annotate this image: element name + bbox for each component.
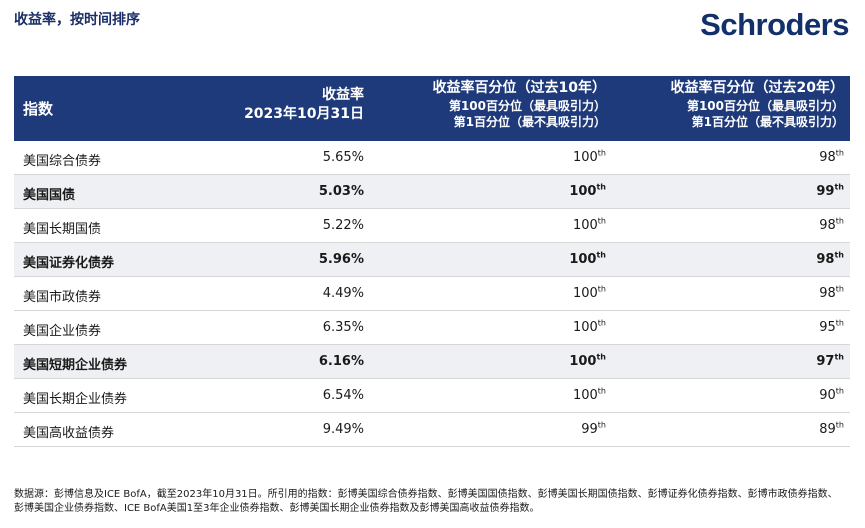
row-p10: 99th <box>581 420 606 437</box>
table-row: 美国长期企业债券 6.54% 100th 90th <box>14 379 850 413</box>
table-row: 美国市政债券 4.49% 100th 98th <box>14 277 850 311</box>
header-p20-title: 收益率百分位（过去20年） <box>670 80 844 96</box>
row-yield: 4.49% <box>322 286 364 301</box>
row-yield: 6.16% <box>318 354 364 369</box>
header-p10-title: 收益率百分位（过去10年） <box>432 80 606 96</box>
header-p20-sub2: 第1百分位（最不具吸引力） <box>691 115 844 129</box>
table-row: 美国综合债券 5.65% 100th 98th <box>14 141 850 175</box>
header-yield-date: 2023年10月31日 <box>244 106 364 122</box>
row-yield: 5.65% <box>322 150 364 165</box>
source-footnote: 数据源：彭博信息及ICE BofA，截至2023年10月31日。所引用的指数：彭… <box>14 489 838 514</box>
row-name: 美国长期企业债券 <box>23 392 128 407</box>
table-row: 美国企业债券 6.35% 100th 95th <box>14 311 850 345</box>
header-p10-sub1: 第100百分位（最具吸引力） <box>448 99 606 113</box>
table-row: 美国证券化债券 5.96% 100th 98th <box>14 243 850 277</box>
schroders-logo: Schroders <box>700 7 849 42</box>
row-yield: 6.54% <box>322 388 364 403</box>
row-yield: 6.35% <box>322 320 364 335</box>
header-p20-sub1: 第100百分位（最具吸引力） <box>686 99 844 113</box>
row-p10: 100th <box>572 284 606 301</box>
row-name: 美国市政债券 <box>23 290 102 305</box>
row-p20: 90th <box>819 386 844 403</box>
row-p10: 100th <box>569 352 606 369</box>
row-p20: 98th <box>819 148 844 165</box>
row-p10: 100th <box>572 318 606 335</box>
row-p10: 100th <box>569 182 606 199</box>
header-index: 指数 <box>23 100 54 118</box>
table-body: 美国综合债券 5.65% 100th 98th 美国国债 5.03% 100th… <box>14 141 850 447</box>
row-p20: 89th <box>819 420 844 437</box>
row-p10: 100th <box>572 216 606 233</box>
table-row: 美国国债 5.03% 100th 99th <box>14 175 850 209</box>
row-yield: 5.22% <box>322 218 364 233</box>
table-row: 美国长期国债 5.22% 100th 98th <box>14 209 850 243</box>
row-yield: 9.49% <box>322 422 364 437</box>
row-p20: 95th <box>819 318 844 335</box>
row-p20: 98th <box>816 250 844 267</box>
row-p10: 100th <box>572 148 606 165</box>
row-name: 美国长期国债 <box>23 222 102 237</box>
row-p10: 100th <box>572 386 606 403</box>
row-name: 美国企业债券 <box>23 324 102 339</box>
header-p10-sub2: 第1百分位（最不具吸引力） <box>453 115 606 129</box>
page-title: 收益率，按时间排序 <box>14 12 140 28</box>
row-name: 美国国债 <box>23 188 76 203</box>
row-name: 美国高收益债券 <box>23 426 115 441</box>
header-percentile-20y: 收益率百分位（过去20年） 第100百分位（最具吸引力） 第1百分位（最不具吸引… <box>671 80 844 130</box>
row-p10: 100th <box>569 250 606 267</box>
header-yield-title: 收益率 <box>322 87 364 103</box>
row-yield: 5.96% <box>318 252 364 267</box>
row-name: 美国综合债券 <box>23 154 102 169</box>
header-percentile-10y: 收益率百分位（过去10年） 第100百分位（最具吸引力） 第1百分位（最不具吸引… <box>433 80 606 130</box>
table-header: 指数 收益率 2023年10月31日 收益率百分位（过去10年） 第100百分位… <box>14 76 850 141</box>
table-row: 美国短期企业债券 6.16% 100th 97th <box>14 345 850 379</box>
header-yield: 收益率 2023年10月31日 <box>244 86 364 124</box>
table-row: 美国高收益债券 9.49% 99th 89th <box>14 413 850 447</box>
row-p20: 98th <box>819 284 844 301</box>
row-p20: 98th <box>819 216 844 233</box>
row-p20: 97th <box>816 352 844 369</box>
row-p20: 99th <box>816 182 844 199</box>
row-yield: 5.03% <box>318 184 364 199</box>
row-name: 美国证券化债券 <box>23 256 115 271</box>
row-name: 美国短期企业债券 <box>23 358 128 373</box>
